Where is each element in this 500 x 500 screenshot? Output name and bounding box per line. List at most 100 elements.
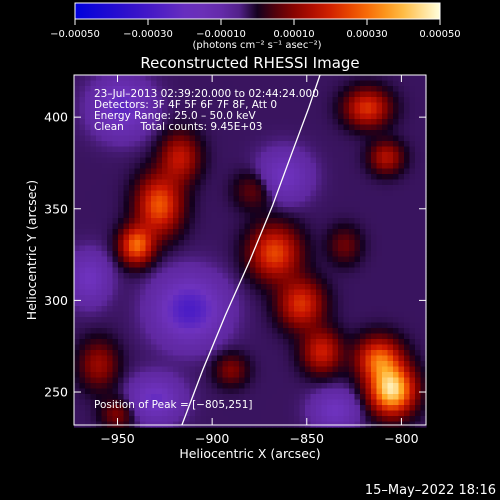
heatmap-cell (371, 388, 378, 395)
heatmap-cell (96, 322, 103, 329)
heatmap-cell (112, 366, 119, 373)
heatmap-cell (123, 339, 130, 346)
heatmap-cell (134, 234, 141, 241)
heatmap-cell (195, 141, 202, 148)
heatmap-cell (244, 157, 251, 164)
heatmap-cell (272, 405, 279, 412)
heatmap-cell (376, 130, 383, 137)
heatmap-cell (195, 174, 202, 181)
heatmap-cell (266, 311, 273, 318)
heatmap-cell (167, 146, 174, 153)
heatmap-cell (184, 168, 191, 175)
heatmap-cell (184, 377, 191, 384)
heatmap-cell (167, 119, 174, 126)
heatmap-cell (283, 267, 290, 274)
heatmap-cell (360, 108, 367, 115)
heatmap-cell (305, 229, 312, 236)
heatmap-cell (239, 311, 246, 318)
heatmap-cell (233, 86, 240, 93)
heatmap-cell (332, 113, 339, 120)
heatmap-cell (332, 218, 339, 225)
heatmap-cell (316, 201, 323, 208)
heatmap-cell (305, 251, 312, 258)
heatmap-cell (101, 218, 108, 225)
heatmap-cell (349, 108, 356, 115)
heatmap-cell (189, 339, 196, 346)
heatmap-cell (145, 273, 152, 280)
heatmap-cell (211, 405, 218, 412)
heatmap-cell (277, 339, 284, 346)
heatmap-cell (343, 361, 350, 368)
heatmap-cell (217, 179, 224, 186)
heatmap-cell (90, 410, 97, 417)
heatmap-cell (96, 97, 103, 104)
heatmap-cell (162, 86, 169, 93)
heatmap-cell (272, 311, 279, 318)
heatmap-cell (189, 75, 196, 82)
heatmap-cell (365, 405, 372, 412)
heatmap-cell (250, 86, 257, 93)
heatmap-cell (96, 223, 103, 230)
heatmap-cell (96, 190, 103, 197)
heatmap-cell (272, 383, 279, 390)
heatmap-cell (162, 410, 169, 417)
heatmap-cell (96, 328, 103, 335)
heatmap-cell (112, 377, 119, 384)
heatmap-cell (398, 245, 405, 252)
heatmap-cell (321, 141, 328, 148)
heatmap-cell (123, 102, 130, 109)
heatmap-cell (327, 91, 334, 98)
heatmap-cell (393, 262, 400, 269)
heatmap-cell (327, 372, 334, 379)
heatmap-cell (277, 234, 284, 241)
heatmap-cell (90, 174, 97, 181)
heatmap-cell (85, 141, 92, 148)
heatmap-cell (327, 240, 334, 247)
heatmap-cell (382, 273, 389, 280)
heatmap-cell (255, 234, 262, 241)
heatmap-cell (371, 339, 378, 346)
heatmap-cell (74, 328, 81, 335)
heatmap-cell (74, 174, 81, 181)
heatmap-cell (74, 300, 81, 307)
heatmap-cell (404, 207, 411, 214)
heatmap-cell (123, 135, 130, 142)
heatmap-cell (112, 416, 119, 423)
heatmap-cell (316, 317, 323, 324)
heatmap-cell (156, 383, 163, 390)
heatmap-cell (184, 229, 191, 236)
heatmap-cell (74, 394, 81, 401)
heatmap-cell (393, 317, 400, 324)
heatmap-cell (184, 355, 191, 362)
heatmap-cell (250, 262, 257, 269)
heatmap-cell (332, 124, 339, 131)
heatmap-cell (299, 273, 306, 280)
heatmap-cell (382, 278, 389, 285)
heatmap-cell (74, 218, 81, 225)
heatmap-cell (123, 322, 130, 329)
heatmap-cell (173, 168, 180, 175)
heatmap-cell (371, 168, 378, 175)
heatmap-cell (349, 399, 356, 406)
heatmap-cell (189, 289, 196, 296)
heatmap-cell (277, 306, 284, 313)
heatmap-cell (420, 399, 427, 406)
heatmap-cell (129, 223, 136, 230)
heatmap-cell (420, 152, 427, 159)
heatmap-cell (255, 113, 262, 120)
heatmap-cell (387, 152, 394, 159)
heatmap-cell (387, 179, 394, 186)
heatmap-cell (101, 328, 108, 335)
heatmap-cell (74, 240, 81, 247)
heatmap-cell (261, 399, 268, 406)
heatmap-cell (409, 405, 416, 412)
heatmap-cell (255, 366, 262, 373)
heatmap-cell (200, 218, 207, 225)
heatmap-cell (129, 333, 136, 340)
heatmap-cell (129, 135, 136, 142)
heatmap-cell (343, 278, 350, 285)
heatmap-cell (316, 108, 323, 115)
heatmap-cell (211, 273, 218, 280)
heatmap-cell (376, 333, 383, 340)
heatmap-cell (332, 119, 339, 126)
